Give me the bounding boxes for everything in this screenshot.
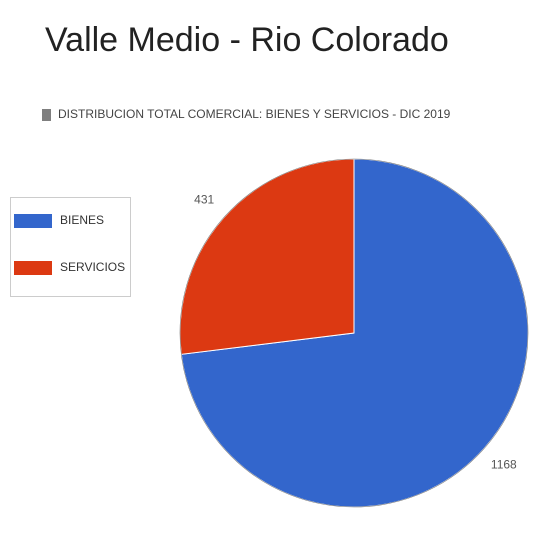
legend-swatch xyxy=(14,261,52,275)
pie-slice xyxy=(179,158,355,355)
legend-label: BIENES xyxy=(60,213,104,227)
data-label: 1168 xyxy=(491,458,517,472)
legend-label: SERVICIOS xyxy=(60,260,125,274)
pie-outline xyxy=(179,158,529,508)
chart-subtitle: DISTRIBUCION TOTAL COMERCIAL: BIENES Y S… xyxy=(58,107,451,121)
chart-title: Valle Medio - Rio Colorado xyxy=(45,21,449,59)
legend-swatch xyxy=(14,214,52,228)
subtitle-icon xyxy=(42,109,51,121)
data-label: 431 xyxy=(194,193,214,207)
